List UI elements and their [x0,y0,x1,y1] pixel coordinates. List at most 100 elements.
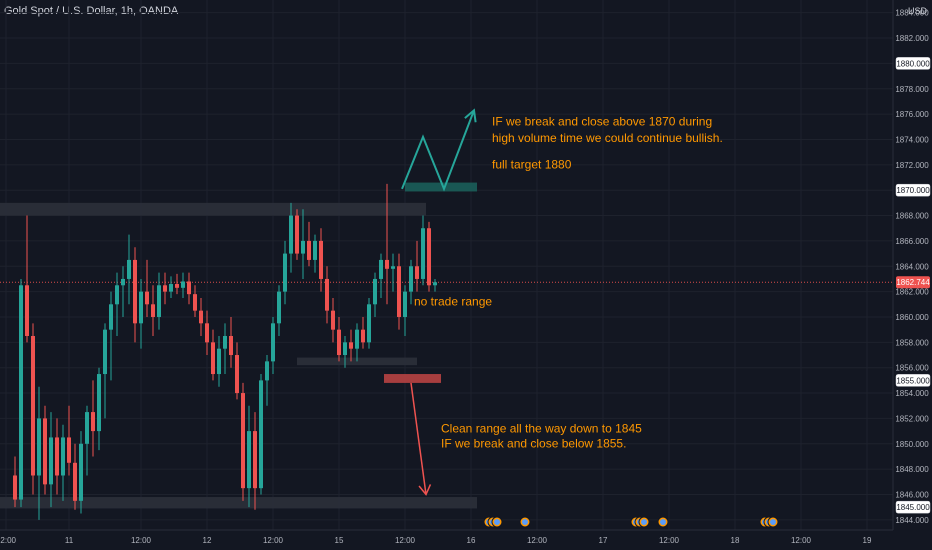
zone-rectangle-teal[interactable] [405,182,477,192]
current-price-label[interactable]: 1862.744 [896,276,930,289]
candle-body[interactable] [181,281,185,288]
candle-body[interactable] [265,361,269,381]
candles[interactable] [13,183,437,520]
candle[interactable] [349,329,353,362]
candle-body[interactable] [169,284,173,292]
candle[interactable] [115,272,119,337]
candle[interactable] [169,276,173,298]
candle[interactable] [19,278,23,508]
candle-body[interactable] [307,240,311,260]
candle[interactable] [13,456,17,508]
candle[interactable] [247,405,251,508]
candle-body[interactable] [343,342,347,356]
candle[interactable] [385,183,389,305]
candle-body[interactable] [211,342,215,375]
price-level-label[interactable]: 1880.000 [895,57,931,70]
candle[interactable] [289,202,293,273]
candle-body[interactable] [247,431,251,489]
candle[interactable] [205,310,209,356]
candle-body[interactable] [175,284,179,288]
candle-body[interactable] [295,215,299,254]
candle[interactable] [79,431,83,514]
candle-body[interactable] [109,304,113,330]
candle-body[interactable] [13,475,17,500]
candle[interactable] [175,273,179,295]
candle[interactable] [271,316,275,375]
candle-body[interactable] [397,266,401,317]
candle-body[interactable] [67,437,71,463]
candle-body[interactable] [355,329,359,349]
candle-body[interactable] [139,291,143,324]
price-level-label[interactable]: 1845.000 [895,500,931,514]
candle[interactable] [361,316,365,349]
candle-body[interactable] [331,310,335,330]
candle[interactable] [373,272,377,317]
candle[interactable] [139,278,143,349]
candle-body[interactable] [43,418,47,485]
candle-body[interactable] [241,393,245,489]
candle[interactable] [43,405,47,495]
candle-body[interactable] [133,259,137,324]
candle[interactable] [235,342,239,400]
candle-body[interactable] [409,266,413,292]
bearish-arrow[interactable] [410,382,427,495]
event-markers[interactable] [483,516,779,528]
candle-body[interactable] [301,240,305,254]
candle[interactable] [85,405,89,476]
candle-body[interactable] [379,259,383,279]
candle[interactable] [157,272,161,330]
candle[interactable] [427,221,431,292]
candle[interactable] [253,412,257,510]
candle-body[interactable] [421,228,425,279]
candle-body[interactable] [163,285,167,292]
candle-body[interactable] [415,266,419,279]
candle[interactable] [433,278,437,292]
candle-body[interactable] [277,291,281,324]
candle[interactable] [229,316,233,368]
candle[interactable] [397,253,401,330]
candle[interactable] [259,374,263,495]
candle[interactable] [319,228,323,292]
candle-body[interactable] [289,215,293,254]
candle[interactable] [151,285,155,337]
candle[interactable] [187,272,191,305]
candle[interactable] [409,259,413,305]
candle-body[interactable] [157,285,161,317]
candle[interactable] [331,297,335,343]
event-marker[interactable] [519,516,531,528]
candle-body[interactable] [367,304,371,343]
candle[interactable] [145,259,149,317]
annotation-text[interactable]: no trade range [414,295,492,309]
candle-body[interactable] [403,291,407,317]
candle[interactable] [277,285,281,337]
candle-body[interactable] [325,278,329,311]
price-axis[interactable]: 1844.000 1846.000 1848.000 1850.000 1852.000… [892,0,931,530]
candle-body[interactable] [121,278,125,286]
event-marker[interactable] [630,516,650,528]
candle-body[interactable] [385,259,389,269]
candle-body[interactable] [373,278,377,305]
annotation-text[interactable]: high volume time we could continue bulli… [492,131,723,145]
candle-body[interactable] [73,462,77,501]
candle[interactable] [97,367,101,451]
candle-body[interactable] [127,259,131,279]
candle-body[interactable] [313,240,317,260]
candle[interactable] [295,209,299,260]
price-level-label[interactable]: 1870.000 [895,183,931,197]
candle-body[interactable] [337,329,341,356]
candle[interactable] [103,323,107,419]
candle-body[interactable] [199,310,203,324]
candle-body[interactable] [103,329,107,375]
candle-body[interactable] [271,323,275,362]
candle[interactable] [223,323,227,375]
candle[interactable] [265,355,269,406]
candle[interactable] [313,234,317,273]
annotations[interactable]: IF we break and close above 1870 during h… [414,115,723,451]
candle[interactable] [193,285,197,317]
candle-body[interactable] [97,374,101,432]
candle[interactable] [121,266,125,317]
candle-body[interactable] [55,437,59,476]
candle-body[interactable] [61,437,65,476]
candle-body[interactable] [259,380,263,489]
